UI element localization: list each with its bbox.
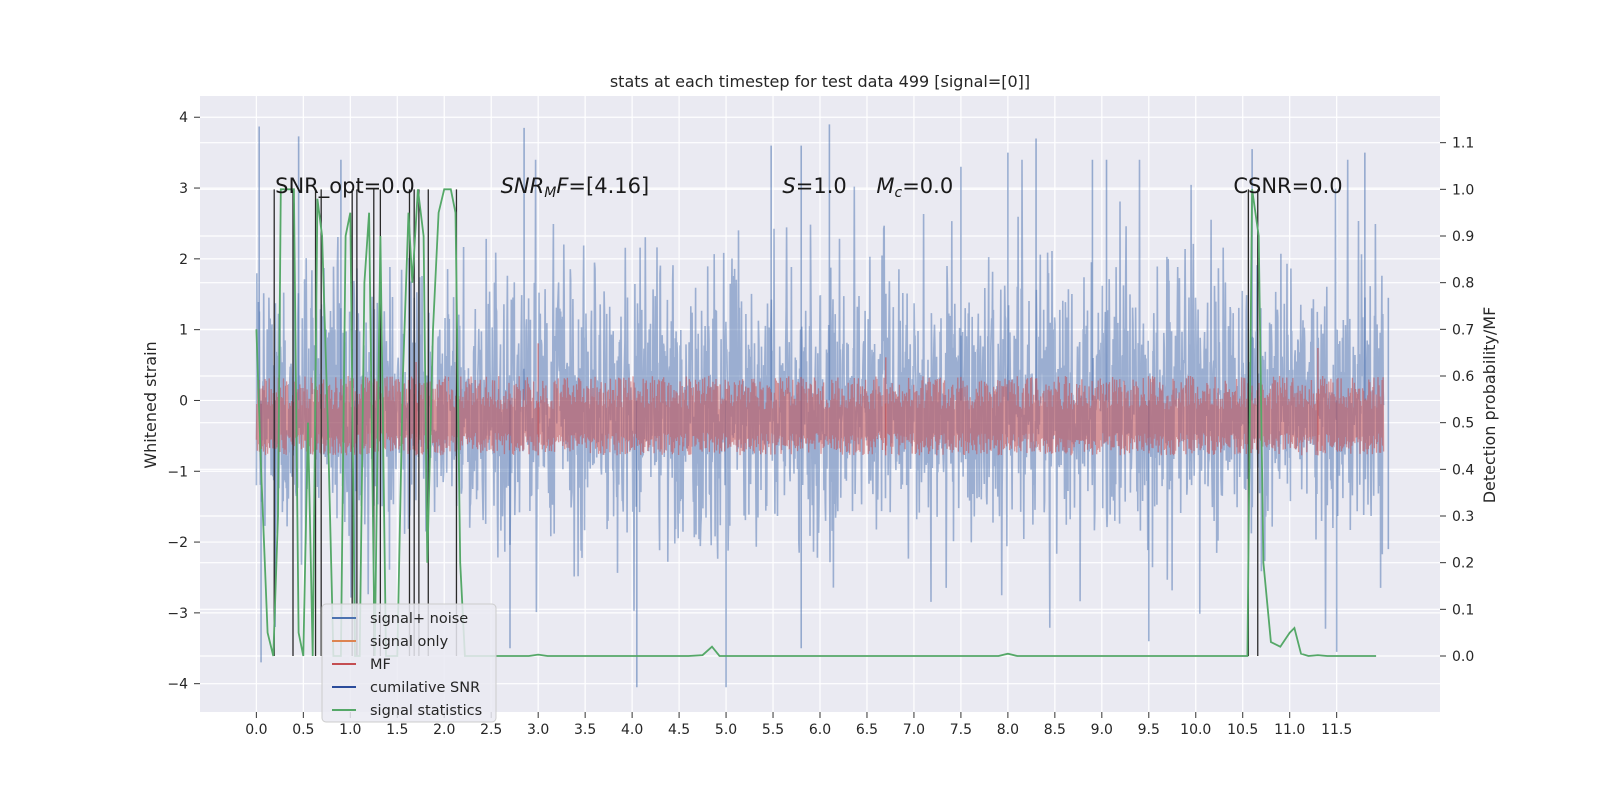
annotation-4: CSNR=0.0: [1233, 174, 1342, 198]
annotation-1: SNRMF=[4.16]: [501, 174, 650, 201]
y2-tick-label: 0.3: [1452, 509, 1474, 525]
legend-label: signal only: [370, 634, 449, 650]
x-tick-label: 6.5: [856, 722, 878, 738]
legend-box: [321, 603, 497, 723]
x-tick-label: 2.5: [480, 722, 502, 738]
x-tick-label: 8.0: [997, 722, 1019, 738]
y2-tick-label: 0.1: [1452, 602, 1474, 618]
y-tick-label: 1: [179, 323, 188, 339]
y-tick-label: −1: [167, 464, 188, 480]
x-tick-label: 3.5: [574, 722, 596, 738]
x-tick-label: 10.0: [1180, 722, 1211, 738]
legend: signal+ noise signal only MF cumilative SNR…: [321, 603, 497, 723]
axes: 0.0 0.5 1.0 1.5 2.0 2.5 3.0 3.5 4.0 4.5 5.0 5.5 6.0 6…: [167, 110, 1474, 738]
x-tick-label: 4.5: [668, 722, 690, 738]
series-layer: [255, 124, 1390, 688]
annotations: SNR_opt=0.0 SNRMF=[4.16] S=1.0 Mc=0.0 CSNR=0…: [275, 174, 1342, 201]
y2-axis-label: Detection probability/MF: [1480, 307, 1499, 504]
series-mf: [255, 375, 1385, 456]
chart-title: stats at each timestep for test data 499…: [610, 72, 1030, 91]
x-tick-label: 7.0: [903, 722, 925, 738]
x-tick-label: 0.5: [292, 722, 314, 738]
x-tick-label: 4.0: [621, 722, 643, 738]
y2-tick-label: 0.9: [1452, 229, 1474, 245]
y2-tick-label: 1.0: [1452, 182, 1474, 198]
series-signal-statistics: [255, 188, 1377, 657]
legend-label: cumilative SNR: [370, 680, 480, 696]
y-tick-label: −3: [167, 606, 188, 622]
y2-tick-label: 0.5: [1452, 416, 1474, 432]
x-tick-label: 1.0: [339, 722, 361, 738]
x-tick-label: 5.0: [715, 722, 737, 738]
x-tick-label: 9.5: [1138, 722, 1160, 738]
y-tick-label: 2: [179, 252, 188, 268]
x-tick-label: 7.5: [950, 722, 972, 738]
y2-tick-label: 0.0: [1452, 649, 1474, 665]
annotation-2: S=1.0: [782, 174, 846, 198]
legend-label: MF: [370, 657, 391, 673]
x-tick-label: 9.0: [1091, 722, 1113, 738]
y-axis-label: Whitened strain: [141, 341, 160, 468]
y2-tick-label: 1.1: [1452, 136, 1474, 152]
x-tick-label: 8.5: [1044, 722, 1066, 738]
annotation-3: Mc=0.0: [876, 174, 953, 201]
series-mf-peaks: [415, 343, 1319, 456]
x-tick-label: 2.0: [433, 722, 455, 738]
y2-tick-label: 0.7: [1452, 322, 1474, 338]
y2-tick-label: 0.4: [1452, 462, 1474, 478]
x-tick-label: 10.5: [1227, 722, 1258, 738]
annotation-0: SNR_opt=0.0: [275, 174, 415, 199]
x-tick-label: 11.0: [1274, 722, 1305, 738]
y2-tick-label: 0.2: [1452, 556, 1474, 572]
y-tick-label: −2: [167, 535, 188, 551]
y-tick-label: 3: [179, 181, 188, 197]
x-tick-label: 5.5: [762, 722, 784, 738]
x-tick-label: 11.5: [1321, 722, 1352, 738]
legend-label: signal+ noise: [370, 611, 468, 627]
y2-tick-label: 0.8: [1452, 276, 1474, 292]
x-tick-label: 1.5: [386, 722, 408, 738]
y-tick-label: 4: [179, 110, 188, 126]
legend-label: signal statistics: [370, 703, 482, 719]
y2-tick-label: 0.6: [1452, 369, 1474, 385]
y-tick-label: −4: [167, 677, 188, 693]
series-signal-noise-peaks: [258, 124, 1390, 688]
x-tick-label: 6.0: [809, 722, 831, 738]
x-tick-label: 0.0: [245, 722, 267, 738]
y-tick-label: 0: [179, 393, 188, 409]
x-tick-label: 3.0: [527, 722, 549, 738]
